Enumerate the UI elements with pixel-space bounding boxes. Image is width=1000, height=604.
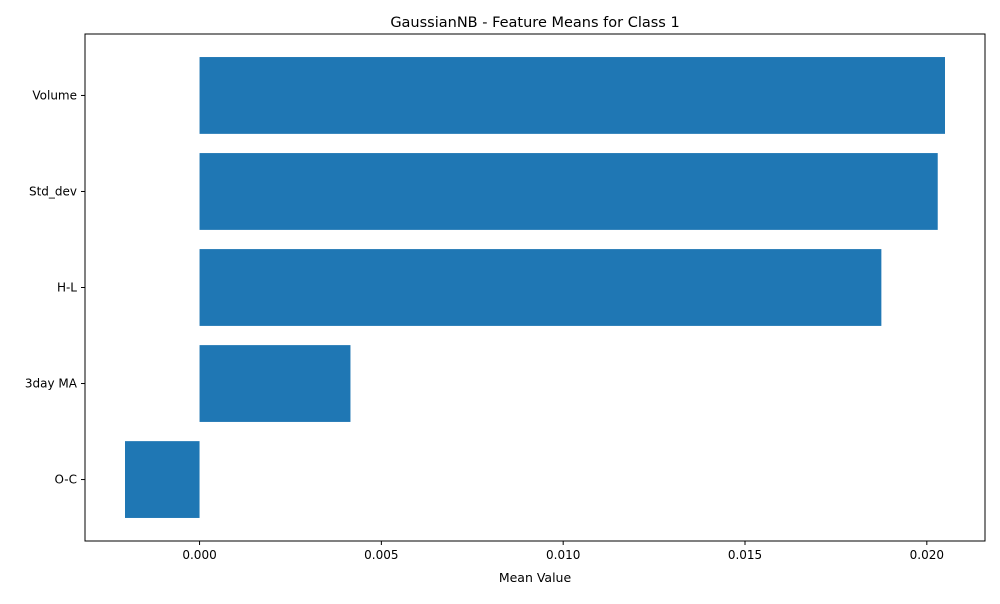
chart-title: GaussianNB - Feature Means for Class 1 xyxy=(390,15,679,31)
bar-h-l xyxy=(199,249,882,326)
y-tick-label: Volume xyxy=(32,88,77,102)
plot-frame xyxy=(84,33,986,542)
x-axis-ticks: 0.000 0.005 0.010 0.015 0.020 xyxy=(182,541,944,562)
bar-std-dev xyxy=(199,153,938,230)
y-axis-ticks: O-C 3day MA H-L Std_dev Volume xyxy=(25,88,85,487)
y-tick-label: 3day MA xyxy=(25,377,78,391)
x-tick-label: 0.010 xyxy=(546,548,580,562)
y-tick-label: H-L xyxy=(57,281,77,295)
x-tick-label: 0.000 xyxy=(182,548,216,562)
y-tick-label: Std_dev xyxy=(29,184,77,198)
x-tick-label: 0.020 xyxy=(910,548,944,562)
x-tick-label: 0.005 xyxy=(364,548,398,562)
x-tick-label: 0.015 xyxy=(728,548,762,562)
bar-o-c xyxy=(125,441,200,518)
x-axis-label: Mean Value xyxy=(499,570,572,585)
bars-layer xyxy=(125,57,945,518)
bar-volume xyxy=(199,57,945,134)
bar-3day-ma xyxy=(199,345,351,422)
y-tick-label: O-C xyxy=(55,473,78,487)
